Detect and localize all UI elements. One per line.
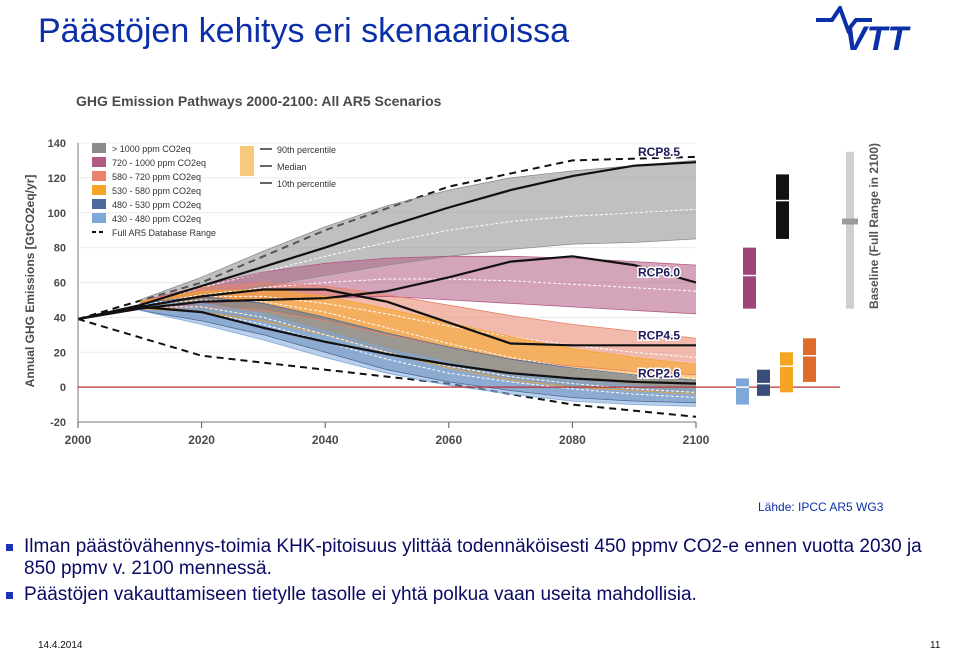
legend-swatch: [92, 171, 106, 181]
percentile-key-label: 90th percentile: [277, 145, 336, 155]
range-bar-2100: [736, 378, 749, 405]
y-tick-label: 20: [54, 347, 66, 359]
emission-chart: GHG Emission Pathways 2000-2100: All AR5…: [23, 93, 881, 447]
bullet-item: Päästöjen vakauttamiseen tietylle tasoll…: [6, 584, 956, 606]
footer-date: 14.4.2014: [38, 640, 83, 651]
logo-swoosh: [816, 6, 872, 35]
medians-layer: [139, 160, 697, 407]
source-note: Lähde: IPCC AR5 WG3: [758, 500, 884, 514]
legend-label: > 1000 ppm CO2eq: [112, 144, 191, 154]
rcp-line: [77, 161, 697, 321]
y-tick-label: 80: [54, 243, 66, 255]
scenario-p90-line: [139, 289, 697, 365]
y-tick-label: 100: [48, 208, 66, 220]
scenario-median-line: [139, 306, 697, 399]
y-tick-label: 120: [48, 173, 66, 185]
legend-label: Full AR5 Database Range: [112, 228, 216, 238]
range-bar-2100: [757, 369, 770, 396]
bullet-item: Ilman päästövähennys-toimia KHK-pitoisuu…: [6, 536, 956, 580]
legend-label: 430 - 480 ppm CO2eq: [112, 214, 201, 224]
legend: > 1000 ppm CO2eq 720 - 1000 ppm CO2eq 580 …: [92, 143, 336, 238]
bullet-marker-icon: [6, 592, 13, 599]
scenario-median-line: [139, 306, 697, 393]
legend-label: 480 - 530 ppm CO2eq: [112, 200, 201, 210]
scenario-p90-line: [139, 160, 697, 301]
range-bars-layer: [736, 174, 816, 405]
scenario-p90-line: [139, 282, 697, 339]
rcp-layer: RCP8.5 RCP6.0 RCP4.5 RCP2.6: [77, 144, 697, 385]
legend-swatch: [92, 185, 106, 195]
x-tick-label: 2060: [435, 433, 462, 447]
scenario-median-line: [139, 208, 697, 306]
range-bar-2100: [780, 352, 793, 393]
x-tick-label: 2020: [188, 433, 215, 447]
bullet-list: Ilman päästövähennys-toimia KHK-pitoisuu…: [6, 536, 956, 610]
y-tick-label: 40: [54, 312, 66, 324]
chart-title: GHG Emission Pathways 2000-2100: All AR5…: [76, 93, 442, 109]
baseline-median-mark: [842, 218, 858, 225]
legend-swatch: [92, 143, 106, 153]
legend-swatch: [92, 213, 106, 223]
rcp-line: [77, 288, 696, 347]
bullet-marker-icon: [6, 544, 13, 551]
y-tick-label: 0: [60, 382, 66, 394]
rcp-label: RCP8.5: [638, 145, 680, 159]
range-bar-2100: [803, 338, 816, 382]
page-number: 11: [930, 640, 941, 651]
logo-text: VTT: [844, 20, 911, 54]
x-tick-label: 2000: [65, 433, 92, 447]
baseline-range-bar: [846, 151, 854, 309]
scenario-p10-line: [139, 310, 697, 407]
legend-label: 580 - 720 ppm CO2eq: [112, 172, 201, 182]
bullet-text: Päästöjen vakauttamiseen tietylle tasoll…: [24, 584, 697, 605]
range-bar-2100: [743, 247, 756, 309]
percentile-key-swatch: [240, 146, 254, 176]
scenario-median-line: [139, 278, 697, 306]
legend-label: 720 - 1000 ppm CO2eq: [112, 158, 206, 168]
baseline-bar-layer: Baseline (Full Range in 2100): [842, 143, 881, 309]
rcp-label: RCP4.5: [638, 328, 680, 342]
x-tick-label: 2100: [683, 433, 710, 447]
legend-swatch: [92, 199, 106, 209]
y-tick-label: -20: [50, 417, 66, 429]
rcp-label: RCP6.0: [638, 266, 680, 280]
scenario-median-line: [139, 295, 697, 358]
x-tick-label: 2080: [559, 433, 586, 447]
rcp-label: RCP2.6: [638, 367, 680, 381]
scenario-p90-line: [139, 302, 697, 390]
legend-label: 530 - 580 ppm CO2eq: [112, 186, 201, 196]
y-axis-label: Annual GHG Emissions [GtCO2eq/yr]: [23, 175, 37, 388]
legend-swatch: [92, 157, 106, 167]
percentile-key-label: 10th percentile: [277, 179, 336, 189]
baseline-label: Baseline (Full Range in 2100): [867, 143, 881, 309]
rcp-line: [77, 255, 697, 321]
bullet-text: Ilman päästövähennys-toimia KHK-pitoisuu…: [24, 536, 922, 579]
y-tick-label: 60: [54, 278, 66, 290]
x-tick-label: 2040: [312, 433, 339, 447]
scenario-p10-line: [139, 310, 697, 404]
range-bar-2100: [776, 174, 789, 239]
percentile-key-label: Median: [277, 162, 307, 172]
vtt-logo: VTT: [816, 6, 911, 54]
y-tick-label: 140: [48, 138, 66, 150]
rcp-line: [77, 305, 697, 385]
envelope-lower-line: [77, 318, 697, 418]
scenario-p10-line: [139, 238, 697, 310]
slide-title: Päästöjen kehitys eri skenaarioissa: [38, 12, 570, 50]
